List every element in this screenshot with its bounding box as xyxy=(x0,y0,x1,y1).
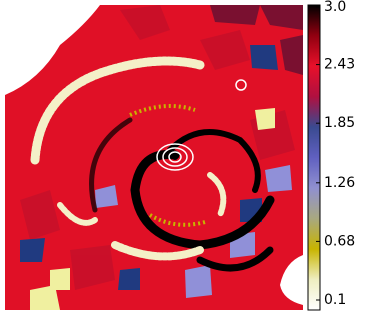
colorbar-tick-label: 0.68 xyxy=(324,233,355,249)
colorbar-tick-label: 0.1 xyxy=(324,292,346,308)
map-image xyxy=(5,5,303,310)
colorbar xyxy=(307,4,321,311)
colorbar-tick-label: 3.0 xyxy=(324,0,346,15)
colorbar-tick-label: 1.85 xyxy=(324,115,355,131)
colorbar-tick-label: 2.43 xyxy=(324,57,355,73)
colorbar-tick-label: 1.26 xyxy=(324,175,355,191)
